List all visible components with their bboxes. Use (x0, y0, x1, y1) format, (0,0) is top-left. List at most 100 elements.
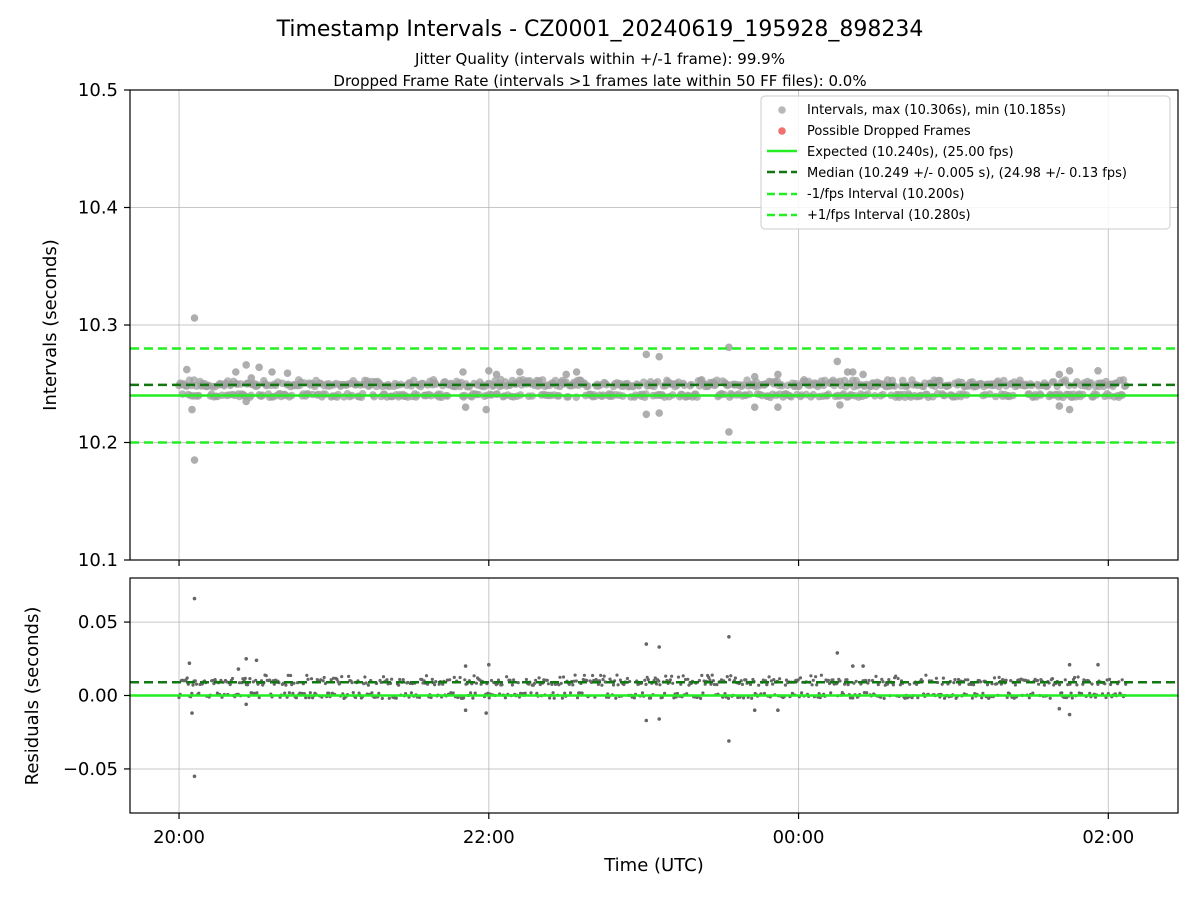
residual-point (472, 674, 476, 678)
residual-point (215, 691, 219, 695)
residual-point (601, 677, 605, 682)
residual-point (264, 674, 268, 678)
residual-point (882, 696, 886, 701)
residual-point (268, 678, 272, 682)
residual-point (430, 677, 434, 682)
residual-point (952, 681, 956, 685)
residual-point (550, 682, 554, 687)
residual-point (800, 691, 804, 695)
legend-label-plus-fps: +1/fps Interval (10.280s) (807, 208, 971, 223)
residual-point (924, 673, 928, 677)
chart-subtitle-jitter: Jitter Quality (intervals within +/-1 fr… (414, 50, 785, 68)
residual-point (548, 696, 552, 700)
residual-point (1107, 677, 1112, 682)
interval-outlier-point (836, 401, 844, 409)
residual-point (322, 675, 326, 680)
residual-point (580, 691, 584, 695)
residuals-y-tick-label: 0.00 (78, 686, 118, 707)
residual-point (304, 696, 308, 700)
residual-point (252, 691, 257, 695)
x-tick-label: 02:00 (1082, 827, 1134, 848)
x-axis-label: Time (UTC) (603, 855, 704, 876)
residual-outlier-point (254, 658, 259, 663)
residual-point (1105, 678, 1109, 682)
residual-point (551, 691, 555, 695)
residual-point (331, 676, 336, 680)
interval-outlier-point (492, 370, 501, 379)
residual-point (289, 673, 293, 678)
residual-point (615, 673, 619, 677)
residual-point (744, 678, 748, 682)
residual-outlier-point (776, 708, 780, 712)
residual-point (462, 696, 466, 700)
interval-point (642, 390, 650, 398)
residual-point (866, 681, 870, 685)
residual-point (516, 681, 520, 685)
residual-point (537, 676, 541, 680)
interval-outlier-point (283, 369, 292, 378)
residuals-x-ticks: 20:00 22:00 00:00 02:00 (153, 813, 1134, 848)
intervals-axes: 10.1 10.2 10.3 10.4 10.5 Intervals (seconds)… (40, 80, 1179, 571)
residual-point (810, 683, 814, 687)
residual-point (284, 683, 288, 687)
residual-outlier-point (1067, 712, 1072, 717)
residual-point (291, 691, 295, 696)
residual-outlier-point (657, 645, 661, 649)
residual-point (676, 675, 681, 679)
residual-point (398, 677, 402, 682)
residual-point (582, 673, 587, 677)
residual-point (757, 683, 761, 687)
residual-point (306, 677, 310, 682)
intervals-y-tick-label: 10.1 (78, 550, 118, 571)
residual-point (571, 683, 575, 687)
residual-point (980, 696, 984, 700)
residual-point (305, 673, 309, 678)
x-tick-label: 20:00 (153, 827, 205, 848)
residual-outlier-point (835, 651, 840, 655)
residual-point (340, 675, 344, 679)
residual-point (726, 696, 731, 701)
residual-point (510, 683, 514, 687)
residual-point (699, 696, 703, 701)
residual-outlier-point (727, 739, 731, 743)
residual-point (618, 678, 623, 682)
x-tick-label: 00:00 (773, 827, 825, 848)
residual-point (653, 676, 657, 680)
residual-point (321, 679, 325, 683)
residual-point (197, 691, 201, 695)
residual-point (500, 683, 504, 687)
interval-outlier-point (268, 368, 276, 376)
interval-point (190, 376, 198, 384)
residual-point (915, 682, 919, 687)
residual-point (686, 677, 690, 681)
residual-point (1042, 683, 1046, 687)
residual-outlier-point (244, 657, 248, 661)
residual-point (381, 675, 386, 679)
residual-point (394, 696, 398, 700)
residual-outlier-point (190, 711, 194, 715)
residual-point (508, 678, 512, 682)
residual-point (683, 677, 688, 682)
residual-point (811, 678, 815, 682)
interval-outlier-point (1065, 367, 1074, 375)
intervals-x-ticks (178, 560, 1109, 566)
residual-outlier-point (192, 774, 197, 779)
interval-outlier-point (188, 405, 196, 414)
residual-point (934, 676, 939, 680)
residual-point (1027, 696, 1031, 700)
residual-point (769, 679, 774, 683)
residual-point (956, 677, 961, 682)
residual-point (700, 673, 704, 678)
residual-point (622, 682, 626, 687)
residual-point (1013, 683, 1018, 687)
interval-point (538, 376, 547, 384)
interval-outlier-point (1055, 402, 1064, 410)
residual-point (966, 678, 970, 682)
residual-point (874, 674, 878, 679)
residual-point (903, 696, 907, 700)
residual-point (309, 677, 314, 681)
residual-point (287, 691, 291, 695)
intervals-y-tick-label: 10.2 (78, 433, 118, 454)
residual-point (643, 678, 647, 682)
